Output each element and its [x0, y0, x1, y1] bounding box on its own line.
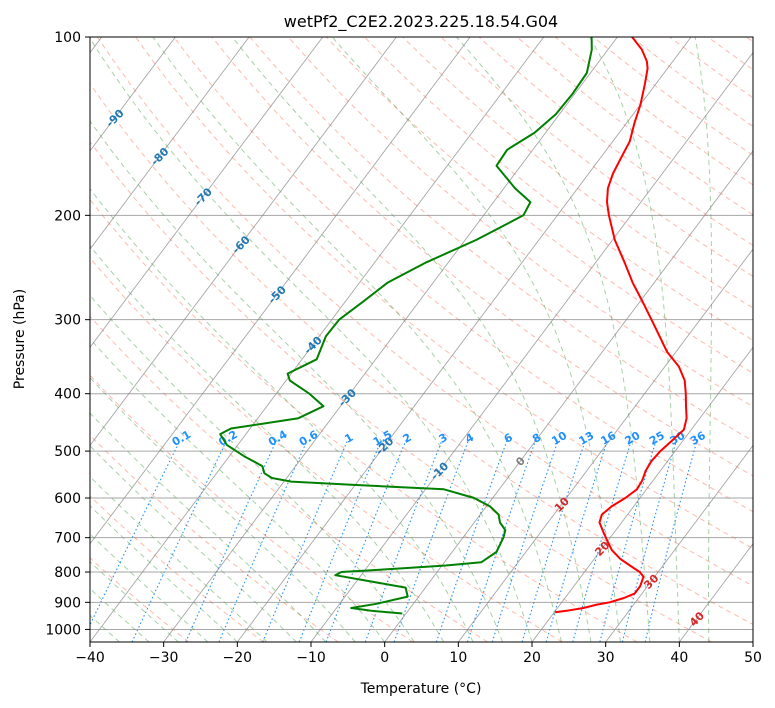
moist-adiabat — [90, 412, 327, 642]
dewpoint-profile — [219, 37, 593, 615]
x-tick-label: 50 — [744, 650, 762, 666]
moist-adiabats — [90, 37, 713, 642]
isotherm-line — [310, 51, 753, 642]
x-tick-label: 30 — [597, 650, 615, 666]
isotherm-line — [90, 37, 324, 349]
mixing-ratio-line — [545, 440, 608, 642]
moist-adiabat — [90, 377, 356, 642]
temperature-profile — [554, 37, 688, 614]
mixing-ratio-line — [262, 440, 349, 642]
x-tick-label: 10 — [449, 650, 467, 666]
x-axis-label: Temperature (°C) — [360, 681, 482, 697]
x-tick-label: −20 — [223, 650, 253, 666]
dry-adiabat — [90, 257, 563, 642]
y-tick-label: 200 — [54, 208, 81, 224]
isotherm-line — [384, 150, 753, 642]
dry-adiabat — [364, 37, 753, 341]
isotherm-line — [90, 37, 545, 642]
plot-frame — [89, 36, 754, 643]
isotherm-line — [163, 37, 618, 642]
x-tick-label: 20 — [523, 650, 541, 666]
moist-adiabat — [90, 445, 297, 642]
y-tick-label: 1000 — [45, 622, 81, 638]
mixing-ratio-line — [185, 440, 277, 642]
mixing-ratio-line — [644, 440, 698, 642]
isotherm-line — [90, 37, 471, 545]
skewed-isotherms — [90, 37, 753, 642]
isotherm-line — [90, 37, 176, 152]
y-tick-label: 700 — [54, 531, 81, 547]
y-tick-label: 500 — [54, 444, 81, 460]
mixing-ratio-line — [393, 440, 469, 642]
profile-series — [219, 37, 688, 615]
moist-adiabat — [90, 120, 503, 642]
mixing-ratio-line — [435, 440, 508, 642]
moist-adiabat — [90, 245, 445, 642]
dry-adiabat — [96, 37, 753, 587]
moist-adiabat — [589, 37, 680, 642]
moist-adiabat — [90, 560, 179, 642]
y-axis-label: Pressure (hPa) — [12, 289, 28, 389]
mixing-ratio-line — [572, 440, 632, 642]
dry-adiabat — [173, 37, 753, 513]
y-tick-label: 600 — [54, 491, 81, 507]
isotherm-line — [457, 248, 753, 642]
mixing-ratio-line — [218, 440, 308, 642]
y-tick-label: 100 — [54, 30, 81, 46]
y-tick-label: 400 — [54, 387, 81, 403]
y-tick-label: 300 — [54, 313, 81, 329]
isotherm-line — [90, 37, 397, 447]
y-axis-ticks: 100 200 300 400 500 600 700 800 900 1000 — [45, 30, 90, 638]
dry-adiabat — [90, 374, 414, 642]
mixing-ratio-line — [491, 440, 559, 642]
moist-adiabat — [90, 338, 386, 642]
chart-title: wetPf2_C2E2.2023.225.18.54.G04 — [284, 12, 558, 32]
x-tick-label: 0 — [380, 650, 389, 666]
moist-adiabat — [90, 187, 474, 642]
x-axis-ticks: −40 −30 −20 −10 0 10 20 30 40 50 — [75, 642, 762, 666]
dry-adiabat — [402, 37, 753, 309]
isotherm-line — [90, 37, 250, 250]
mixing-ratio-line — [90, 440, 181, 627]
moist-adiabat — [456, 37, 651, 642]
dry-adiabats — [90, 37, 753, 642]
moist-adiabat — [231, 37, 592, 642]
moist-adiabat — [90, 475, 268, 642]
dry-adiabat — [90, 198, 638, 642]
x-tick-label: 40 — [670, 650, 688, 666]
moist-adiabat — [152, 37, 562, 642]
x-tick-label: −40 — [75, 650, 105, 666]
x-tick-label: −10 — [296, 650, 326, 666]
dry-adiabat — [287, 37, 753, 408]
dry-adiabat — [135, 37, 753, 550]
dry-adiabat — [211, 37, 753, 477]
y-tick-label: 800 — [54, 565, 81, 581]
dry-adiabat — [90, 557, 190, 642]
plot-area: -100-90-80-70-60-50-40-30-20-10010203040… — [90, 37, 753, 642]
moist-adiabat — [694, 37, 713, 642]
pressure-gridlines — [90, 37, 753, 630]
x-tick-label: −30 — [149, 650, 179, 666]
mixing-ratio-line — [521, 440, 586, 642]
mixing-ratio-line — [621, 440, 677, 642]
dry-adiabat — [90, 83, 753, 625]
dry-adiabat — [90, 140, 712, 642]
moist-adiabat — [331, 37, 621, 642]
isotherm-line — [236, 37, 692, 642]
y-tick-label: 900 — [54, 595, 81, 611]
isotherm-line — [605, 444, 753, 642]
